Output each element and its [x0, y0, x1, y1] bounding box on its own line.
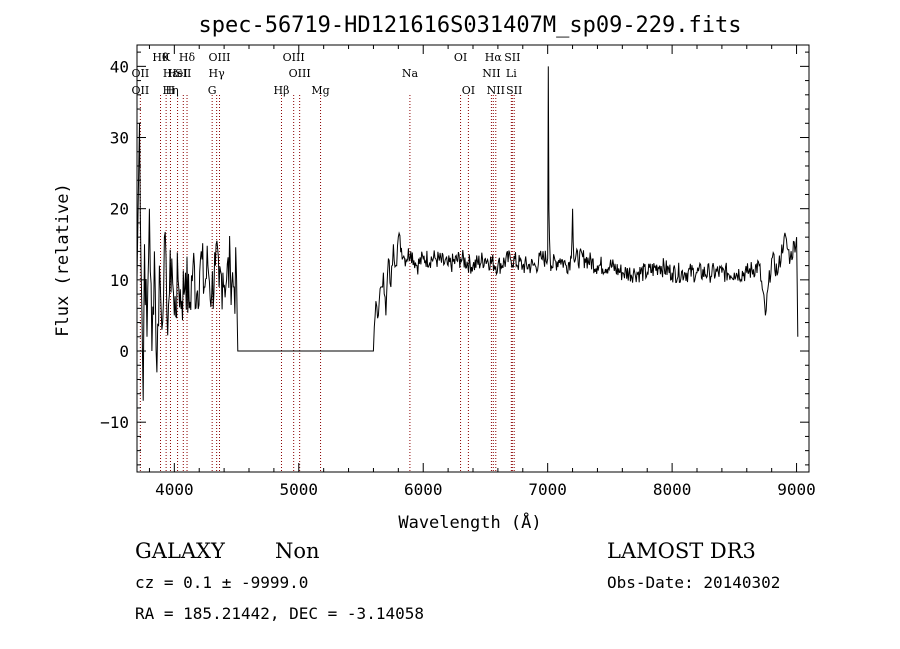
marker-label-9: SII [175, 67, 191, 80]
marker-label-16: Mg [311, 84, 329, 97]
marker-label-10: OIII [208, 51, 230, 64]
marker-label-20: Hα [485, 51, 503, 64]
chart-title: spec-56719-HD121616S031407M_sp09-229.fit… [198, 13, 741, 38]
marker-label-13: Hβ [274, 84, 290, 97]
y-tick-label-1: 0 [119, 342, 129, 361]
marker-label-11: Hγ [209, 67, 226, 80]
marker-label-21: NII [482, 67, 500, 80]
y-tick-label-5: 40 [110, 57, 129, 76]
marker-label-1: OII [132, 84, 150, 97]
coordinates-text: RA = 185.21442, DEC = -3.14058 [135, 604, 424, 623]
marker-label-17: Na [402, 67, 419, 80]
x-tick-label-4: 8000 [653, 480, 692, 499]
marker-label-3: Hε [163, 67, 179, 80]
x-tick-label-2: 6000 [404, 480, 443, 499]
object-class: GALAXY [135, 539, 226, 563]
y-tick-label-0: −10 [100, 413, 129, 432]
marker-label-24: Li [506, 67, 517, 80]
marker-label-18: OI [454, 51, 467, 64]
x-tick-label-3: 7000 [528, 480, 567, 499]
marker-label-19: OI [462, 84, 475, 97]
y-tick-label-3: 20 [110, 200, 129, 219]
marker-label-12: G [208, 84, 217, 97]
x-axis-ticks: 4000 5000 6000 7000 8000 9000 [148, 45, 816, 499]
y-tick-label-2: 10 [110, 271, 129, 290]
redshift-text: cz = 0.1 ± -9999.0 [135, 573, 308, 592]
spectrum-series-line [136, 66, 799, 401]
marker-label-5: K [162, 51, 171, 64]
spectral-line-markers [139, 95, 515, 472]
marker-label-0: OII [132, 67, 150, 80]
survey-label: LAMOST DR3 [607, 539, 756, 563]
marker-label-15: OIII [289, 67, 311, 80]
object-subclass: Non [275, 539, 320, 563]
observation-date: Obs-Date: 20140302 [607, 573, 780, 592]
marker-label-8: Hδ [179, 51, 196, 64]
marker-label-23: SII [504, 51, 520, 64]
marker-label-6: HeI [167, 67, 187, 80]
marker-label-22: NII [487, 84, 505, 97]
marker-label-2: Hθ [152, 51, 169, 64]
y-axis-label: Flux (relative) [53, 183, 73, 337]
marker-label-14: OIII [283, 51, 305, 64]
y-tick-label-4: 30 [110, 129, 129, 148]
marker-label-7: H [166, 84, 176, 97]
marker-label-25: SII [506, 84, 522, 97]
marker-label-4: Hη [163, 84, 179, 97]
x-axis-label: Wavelength (Å) [398, 511, 541, 533]
x-tick-label-5: 9000 [777, 480, 816, 499]
x-tick-label-1: 5000 [280, 480, 319, 499]
x-tick-label-0: 4000 [155, 480, 194, 499]
plot-frame [136, 44, 810, 473]
